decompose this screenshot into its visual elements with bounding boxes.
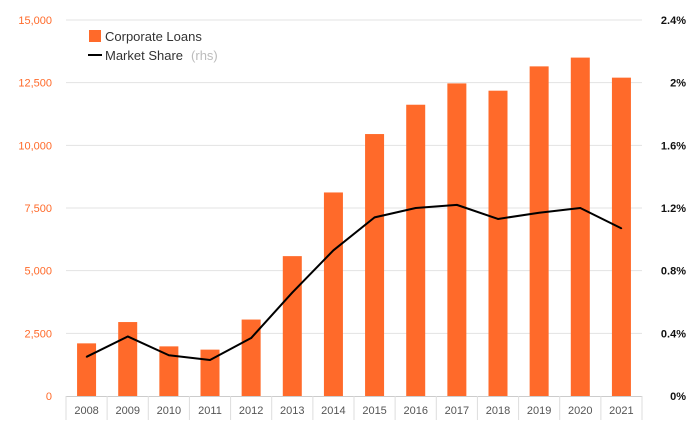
legend-label-corporate-loans: Corporate Loans: [105, 29, 202, 44]
x-tick-label-2019: 2019: [527, 405, 551, 417]
x-tick-label-2009: 2009: [115, 405, 139, 417]
x-tick-label-2018: 2018: [486, 405, 510, 417]
bar-corporate-loans-2012: [241, 319, 261, 396]
bar-corporate-loans-2020: [570, 57, 590, 396]
x-tick-label-2017: 2017: [445, 405, 469, 417]
x-tick-label-2016: 2016: [403, 405, 427, 417]
x-tick-label-2020: 2020: [568, 405, 592, 417]
point-market-share-2016: [414, 207, 417, 209]
point-market-share-2012: [250, 337, 252, 339]
legend: Corporate Loans Market Share (rhs): [88, 29, 218, 64]
point-market-share-2017: [456, 204, 458, 206]
line-series: [85, 203, 623, 361]
left-axis-ticks: 0 2,500 5,000 7,500 10,000 12,500 15,000: [18, 15, 52, 403]
x-tick-label-2012: 2012: [239, 405, 263, 417]
bar-corporate-loans-2017: [447, 83, 467, 397]
point-market-share-2019: [538, 211, 540, 214]
bar-corporate-loans-2013: [282, 256, 302, 396]
x-tick-label-2011: 2011: [198, 405, 222, 417]
x-axis: 2008 2009 2010 2011 2012 2013 2014 2015 2016 2017…: [65, 396, 643, 420]
legend-label-market-share: Market Share: [105, 48, 183, 63]
x-tick-label-2008: 2008: [74, 405, 98, 417]
bar-corporate-loans-2021: [611, 77, 631, 397]
legend-entry-market-share: Market Share (rhs): [105, 47, 218, 64]
right-axis-ticks: 0% 0.4% 0.8% 1.2% 1.6% 2% 2.4%: [661, 15, 686, 403]
y-right-tick-label: 0.4%: [661, 328, 686, 340]
y-left-tick-label: 0: [46, 391, 52, 403]
point-market-share-2018: [497, 218, 499, 220]
y-left-tick-label: 2,500: [24, 328, 52, 340]
point-market-share-2010: [168, 354, 170, 357]
point-market-share-2009: [126, 335, 129, 338]
point-market-share-2008: [85, 356, 88, 358]
legend-swatch-corporate-loans: [89, 30, 101, 42]
bar-corporate-loans-2015: [365, 134, 385, 397]
x-tick-label-2021: 2021: [609, 405, 633, 417]
x-tick-label-2014: 2014: [321, 405, 345, 417]
y-right-tick-label: 0.8%: [661, 266, 686, 278]
bar-corporate-loans-2010: [159, 346, 179, 396]
y-right-tick-label: 2%: [670, 78, 686, 90]
x-tick-label-2010: 2010: [157, 405, 181, 417]
line-market-share: [86, 203, 622, 361]
bar-corporate-loans-2011: [200, 349, 220, 396]
y-right-tick-label: 2.4%: [661, 15, 686, 27]
y-left-tick-label: 5,000: [24, 266, 52, 278]
point-market-share-2020: [579, 207, 582, 209]
point-market-share-2015: [373, 216, 376, 219]
y-left-tick-label: 7,500: [24, 203, 52, 215]
y-left-tick-label: 15,000: [18, 15, 52, 27]
y-right-tick-label: 0%: [670, 391, 686, 403]
bar-corporate-loans-2018: [488, 90, 508, 396]
bar-series: [77, 57, 631, 397]
point-market-share-2013: [291, 291, 294, 294]
y-right-tick-label: 1.6%: [661, 140, 686, 152]
gridlines: [66, 19, 642, 334]
x-tick-label-2013: 2013: [280, 405, 304, 417]
point-market-share-2021: [620, 227, 623, 230]
bar-corporate-loans-2019: [529, 66, 549, 397]
bar-corporate-loans-2008: [77, 343, 97, 396]
legend-note-rhs: (rhs): [191, 48, 218, 63]
x-tick-label-2015: 2015: [362, 405, 386, 417]
bar-corporate-loans-2016: [406, 104, 426, 396]
bar-corporate-loans-2014: [323, 192, 343, 396]
y-right-tick-label: 1.2%: [661, 203, 686, 215]
y-left-tick-label: 10,000: [18, 140, 52, 152]
point-market-share-2011: [209, 359, 211, 361]
point-market-share-2014: [332, 249, 335, 252]
bar-corporate-loans-2009: [118, 322, 138, 396]
y-left-tick-label: 12,500: [18, 78, 52, 90]
